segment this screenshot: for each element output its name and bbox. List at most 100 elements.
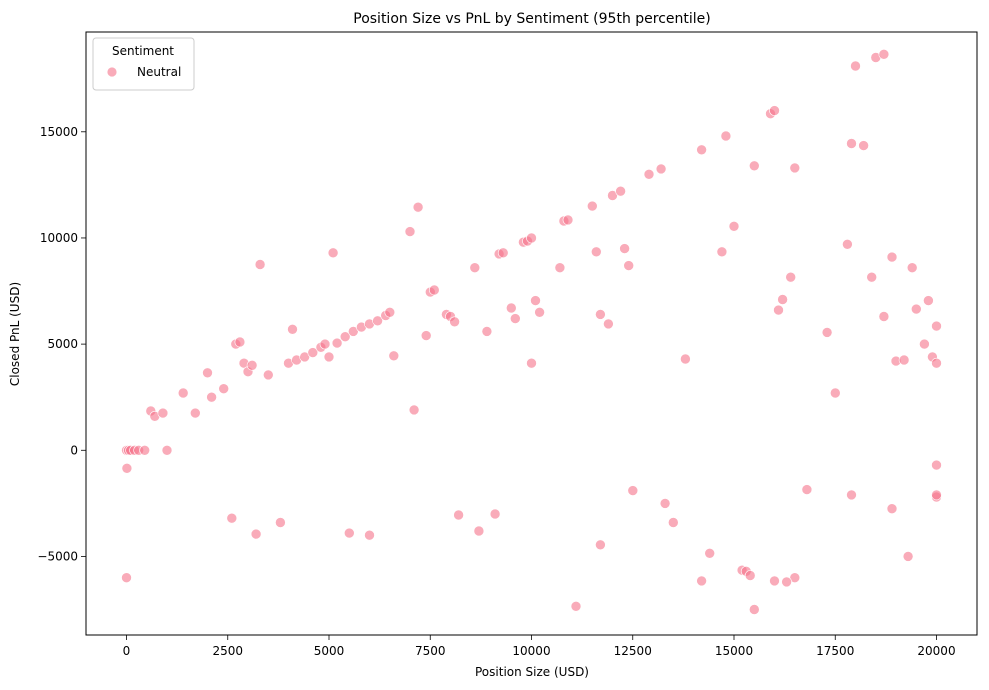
data-point-neutral-17 xyxy=(226,512,238,524)
x-tick-label-5: 12500 xyxy=(614,644,652,658)
data-point-neutral-60 xyxy=(489,508,501,520)
data-point-neutral-22 xyxy=(246,359,258,371)
data-point-neutral-82 xyxy=(619,243,630,254)
data-point-neutral-100 xyxy=(748,604,760,615)
data-point-neutral-76 xyxy=(590,246,602,258)
x-tick-label-7: 17500 xyxy=(816,644,854,658)
data-point-neutral-126 xyxy=(902,551,914,562)
data-point-neutral-38 xyxy=(343,527,355,539)
y-tick-label-4: 15000 xyxy=(40,125,78,139)
data-point-neutral-111 xyxy=(821,327,833,338)
data-point-neutral-95 xyxy=(728,221,740,232)
legend: Sentiment Neutral xyxy=(92,37,195,91)
data-point-neutral-116 xyxy=(850,60,861,72)
data-point-neutral-99 xyxy=(748,160,760,172)
data-point-neutral-125 xyxy=(898,354,910,366)
data-point-neutral-34 xyxy=(323,351,335,363)
data-point-neutral-102 xyxy=(769,105,780,116)
data-point-neutral-106 xyxy=(789,162,801,174)
data-point-neutral-45 xyxy=(384,306,396,318)
points-layer xyxy=(121,48,942,615)
data-point-neutral-25 xyxy=(262,369,274,381)
data-point-neutral-135 xyxy=(931,489,942,501)
data-point-neutral-36 xyxy=(331,337,343,349)
data-point-neutral-19 xyxy=(234,336,246,348)
y-tick-label-1: 0 xyxy=(70,443,78,457)
data-point-neutral-86 xyxy=(655,163,667,175)
x-tick-label-0: 0 xyxy=(123,644,131,658)
data-point-neutral-46 xyxy=(388,350,400,362)
data-point-neutral-11 xyxy=(161,444,173,456)
x-tick-label-6: 15000 xyxy=(715,644,753,658)
data-point-neutral-91 xyxy=(696,575,707,587)
data-point-neutral-81 xyxy=(615,185,626,197)
data-point-neutral-94 xyxy=(720,130,732,142)
data-point-neutral-108 xyxy=(781,576,792,588)
data-point-neutral-75 xyxy=(586,200,598,212)
data-point-neutral-1 xyxy=(121,462,133,474)
data-point-neutral-90 xyxy=(696,144,707,156)
y-tick-label-3: 10000 xyxy=(40,231,78,245)
x-axis-label: Position Size (USD) xyxy=(475,665,589,679)
data-point-neutral-105 xyxy=(785,271,797,283)
data-point-neutral-23 xyxy=(250,528,262,540)
data-point-neutral-74 xyxy=(570,600,582,612)
data-point-neutral-118 xyxy=(866,271,878,283)
data-point-neutral-109 xyxy=(769,575,780,587)
data-point-neutral-93 xyxy=(716,246,728,258)
x-axis: 0 2500 5000 7500 10000 12500 15000 17500 20000 xyxy=(123,635,956,658)
data-point-neutral-14 xyxy=(202,367,213,379)
data-point-neutral-120 xyxy=(878,48,890,60)
plot-area-frame xyxy=(85,31,978,636)
x-tick-label-3: 7500 xyxy=(415,644,446,658)
data-point-neutral-37 xyxy=(339,331,351,343)
data-point-neutral-67 xyxy=(526,232,537,244)
data-point-neutral-41 xyxy=(364,529,375,541)
data-point-neutral-15 xyxy=(206,391,217,403)
data-point-neutral-122 xyxy=(886,251,898,263)
data-point-neutral-88 xyxy=(667,517,679,528)
data-point-neutral-83 xyxy=(623,260,635,271)
data-point-neutral-62 xyxy=(497,247,509,259)
data-point-neutral-12 xyxy=(177,387,189,399)
data-point-neutral-7 xyxy=(139,444,150,456)
data-point-neutral-92 xyxy=(704,547,716,559)
data-point-neutral-104 xyxy=(777,294,788,305)
data-point-neutral-64 xyxy=(509,313,521,324)
data-point-neutral-136 xyxy=(931,459,942,471)
data-point-neutral-89 xyxy=(680,353,691,365)
legend-entry-neutral: Neutral xyxy=(137,65,181,79)
data-point-neutral-87 xyxy=(659,498,671,509)
data-point-neutral-80 xyxy=(607,190,618,201)
data-point-neutral-63 xyxy=(505,302,517,314)
data-point-neutral-103 xyxy=(773,304,784,316)
data-point-neutral-85 xyxy=(643,169,655,180)
data-point-neutral-84 xyxy=(627,485,639,496)
data-point-neutral-112 xyxy=(829,387,841,399)
data-point-neutral-114 xyxy=(846,489,857,501)
data-point-neutral-16 xyxy=(218,383,229,395)
x-tick-label-1: 2500 xyxy=(212,644,243,658)
data-point-neutral-113 xyxy=(842,239,853,250)
y-tick-label-2: 5000 xyxy=(47,337,78,351)
data-point-neutral-26 xyxy=(275,517,286,528)
data-point-neutral-117 xyxy=(858,140,869,151)
data-point-neutral-31 xyxy=(307,347,319,358)
y-axis-label: Closed PnL (USD) xyxy=(8,282,22,386)
data-point-neutral-10 xyxy=(157,407,169,419)
data-point-neutral-133 xyxy=(931,357,942,369)
y-tick-label-0: −5000 xyxy=(37,549,78,563)
data-point-neutral-128 xyxy=(910,303,922,315)
data-point-neutral-77 xyxy=(595,309,606,320)
data-point-neutral-56 xyxy=(453,509,464,521)
data-point-neutral-50 xyxy=(420,330,432,341)
data-point-neutral-129 xyxy=(919,338,930,350)
data-point-neutral-58 xyxy=(473,525,485,537)
data-point-neutral-49 xyxy=(412,201,424,213)
data-point-neutral-33 xyxy=(319,338,331,350)
data-point-neutral-110 xyxy=(801,484,813,495)
data-point-neutral-123 xyxy=(886,503,898,515)
legend-marker-neutral xyxy=(106,66,118,78)
data-point-neutral-73 xyxy=(562,214,574,226)
